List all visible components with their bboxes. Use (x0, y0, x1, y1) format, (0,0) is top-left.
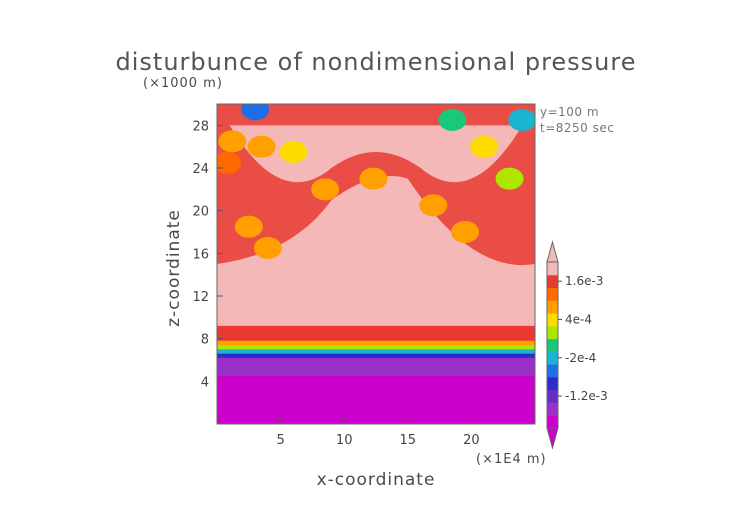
y-tick-label: 16 (192, 247, 209, 262)
colorbar-segment (547, 389, 558, 403)
x-tick-label: 15 (400, 433, 417, 448)
disturbance-blob (218, 130, 247, 153)
colorbar-segment (547, 415, 558, 429)
colorbar-tick-label: -1.2e-3 (565, 389, 608, 403)
colorbar-extend-top (546, 240, 559, 263)
disturbance-blob (234, 215, 263, 238)
disturbance-blob (217, 151, 242, 174)
colorbar-segment (547, 351, 558, 365)
disturbance-blob (470, 135, 499, 158)
disturbance-blob (495, 167, 524, 190)
x-axis-unit-label: (×1E4 m) (476, 452, 547, 467)
colorbar-segment (547, 376, 558, 391)
colorbar-extend-bottom (546, 427, 559, 450)
disturbance-blob (311, 178, 340, 201)
plot-frame (216, 103, 536, 425)
y-axis-unit-label: (×1000 m) (143, 76, 223, 91)
y-axis-label: z-coordinate (164, 209, 184, 327)
disturbance-blob (451, 221, 480, 243)
disturbance-blob (359, 167, 388, 190)
x-axis-label: x-coordinate (316, 470, 436, 490)
annotation-block: y=100 m t=8250 sec (540, 104, 614, 136)
colorbar-segment (547, 300, 558, 314)
colorbar-frame (546, 261, 559, 429)
y-tick-label: 28 (192, 119, 209, 134)
colorbar-segment (547, 338, 558, 352)
y-tick-label: 20 (192, 205, 209, 220)
colorbar-segment (547, 262, 558, 276)
disturbance-blob (508, 109, 535, 131)
y-tick-label: 8 (201, 333, 209, 348)
x-tick-label: 5 (276, 433, 284, 448)
y-tick-label: 4 (201, 375, 209, 390)
colorbar-segment (547, 364, 558, 378)
chart-title: disturbunce of nondimensional pressure (115, 48, 637, 76)
colorbar-segment (547, 287, 558, 301)
colorbar-segment (547, 274, 558, 289)
disturbance-blob (419, 194, 448, 217)
annotation-y-position: y=100 m (540, 105, 600, 119)
colorbar-tick-label: -2e-4 (565, 351, 596, 365)
y-tick-label: 12 (192, 290, 209, 305)
disturbance-blob (241, 104, 270, 121)
contour-field (217, 104, 535, 424)
upper-calm-region (229, 125, 523, 183)
disturbance-blob (438, 109, 467, 131)
colorbar-segment (547, 325, 558, 340)
disturbance-blob (279, 141, 308, 163)
disturbance-blob (247, 135, 276, 158)
y-tick-label: 24 (192, 162, 209, 177)
annotation-time: t=8250 sec (540, 121, 615, 135)
x-tick-label: 10 (336, 433, 353, 448)
colorbar-segment (547, 402, 558, 416)
colorbar-segment (547, 313, 558, 327)
colorbar-tick-label: 4e-4 (565, 312, 592, 326)
disturbance-blob (253, 237, 282, 259)
colorbar-tick-label: 1.6e-3 (565, 274, 603, 288)
x-tick-label: 20 (463, 433, 480, 448)
